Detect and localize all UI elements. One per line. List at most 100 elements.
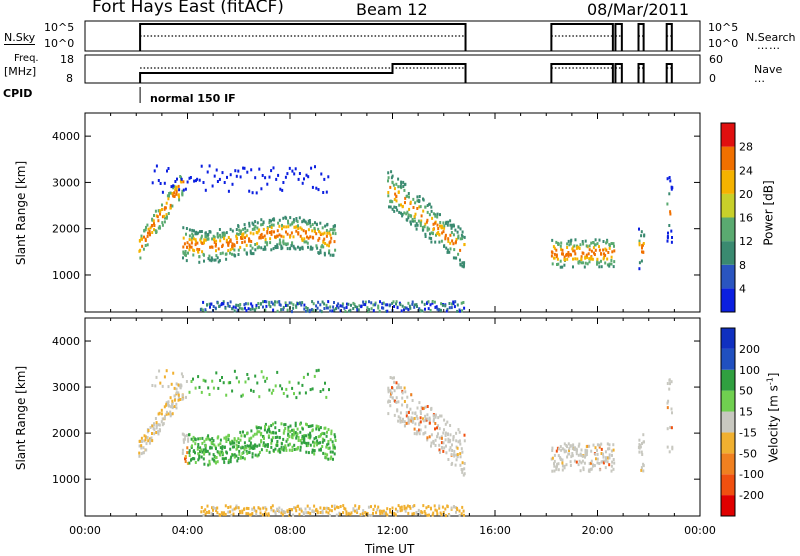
echo-pixel — [249, 231, 252, 235]
echo-pixel — [590, 241, 593, 245]
echo-pixel — [268, 218, 271, 222]
echo-pixel — [602, 452, 604, 456]
echo-pixel — [281, 513, 284, 517]
echo-pixel — [250, 436, 253, 440]
echo-pixel — [299, 448, 302, 452]
echo-pixel — [578, 259, 581, 263]
echo-pixel — [327, 428, 330, 432]
echo-pixel — [266, 243, 269, 247]
echo-pixel — [277, 449, 280, 453]
echo-pixel — [291, 445, 294, 449]
echo-pixel — [368, 308, 371, 312]
echo-pixel — [387, 191, 390, 194]
echo-pixel — [295, 217, 298, 220]
echo-pixel — [143, 235, 145, 239]
echo-pixel — [334, 248, 337, 252]
echo-pixel — [242, 227, 245, 231]
y-tick-label: 1000 — [52, 269, 80, 282]
echo-pixel — [582, 261, 584, 265]
echo-pixel — [403, 183, 406, 187]
echo-pixel — [161, 221, 164, 225]
echo-pixel — [141, 440, 143, 443]
echo-pixel — [435, 233, 437, 237]
echo-pixel — [397, 504, 400, 508]
echo-pixel — [328, 244, 330, 248]
echo-pixel — [250, 388, 252, 392]
echo-pixel — [323, 231, 326, 235]
echo-pixel — [203, 452, 206, 456]
echo-pixel — [667, 231, 669, 235]
echo-pixel — [575, 460, 578, 464]
echo-pixel — [428, 213, 431, 217]
echo-pixel — [325, 445, 328, 449]
echo-pixel — [446, 307, 449, 311]
echo-pixel — [299, 439, 302, 443]
echo-pixel — [252, 389, 255, 393]
echo-pixel — [608, 443, 611, 447]
echo-pixel — [333, 504, 336, 508]
echo-pixel — [291, 241, 294, 245]
echo-pixel — [306, 309, 309, 313]
echo-pixel — [227, 506, 230, 509]
echo-pixel — [307, 175, 310, 179]
echo-pixel — [295, 434, 298, 438]
echo-pixel — [251, 221, 254, 225]
echo-pixel — [458, 439, 461, 443]
echo-pixel — [229, 251, 231, 255]
echo-pixel — [194, 461, 197, 464]
echo-pixel — [237, 303, 240, 307]
echo-pixel — [166, 194, 169, 198]
echo-pixel — [436, 232, 439, 236]
echo-pixel — [272, 302, 274, 306]
echo-pixel — [450, 306, 453, 310]
echo-pixel — [406, 403, 409, 407]
echo-pixel — [199, 437, 202, 441]
echo-pixel — [408, 304, 411, 308]
echo-pixel — [550, 254, 553, 258]
colorbar-tick-label: 8 — [739, 259, 746, 272]
echo-pixel — [138, 439, 141, 443]
echo-pixel — [144, 435, 147, 439]
echo-pixel — [257, 305, 260, 309]
echo-pixel — [201, 308, 204, 312]
echo-pixel — [145, 448, 148, 452]
echo-pixel — [155, 214, 158, 218]
echo-pixel — [445, 444, 447, 448]
echo-pixel — [318, 236, 321, 240]
echo-pixel — [438, 436, 441, 440]
colorbar-tick-label: -200 — [739, 489, 764, 502]
echo-pixel — [236, 240, 239, 244]
echo-pixel — [335, 513, 338, 517]
echo-pixel — [668, 176, 671, 179]
echo-pixel — [592, 443, 595, 447]
echo-pixel — [605, 458, 608, 462]
echo-pixel — [360, 304, 363, 308]
echo-pixel — [641, 442, 643, 445]
echo-pixel — [227, 236, 230, 239]
echo-pixel — [223, 436, 226, 440]
echo-pixel — [235, 228, 238, 231]
echo-pixel — [238, 452, 241, 456]
echo-pixel — [295, 229, 298, 233]
echo-pixel — [141, 244, 144, 248]
echo-pixel — [225, 240, 228, 244]
echo-pixel — [170, 185, 173, 189]
echo-pixel — [307, 222, 310, 226]
echo-pixel — [333, 301, 335, 304]
echo-pixel — [356, 308, 359, 312]
echo-pixel — [395, 300, 398, 304]
echo-pixel — [460, 301, 463, 305]
echo-pixel — [182, 433, 185, 437]
echo-pixel — [309, 224, 312, 228]
echo-pixel — [296, 302, 299, 306]
echo-pixel — [432, 419, 435, 423]
echo-pixel — [206, 504, 209, 508]
echo-pixel — [598, 248, 601, 252]
echo-pixel — [414, 422, 417, 426]
echo-pixel — [313, 444, 316, 448]
echo-pixel — [666, 427, 669, 431]
echo-pixel — [556, 263, 558, 266]
echo-pixel — [456, 453, 459, 456]
echo-pixel — [186, 451, 189, 455]
echo-pixel — [444, 514, 447, 518]
